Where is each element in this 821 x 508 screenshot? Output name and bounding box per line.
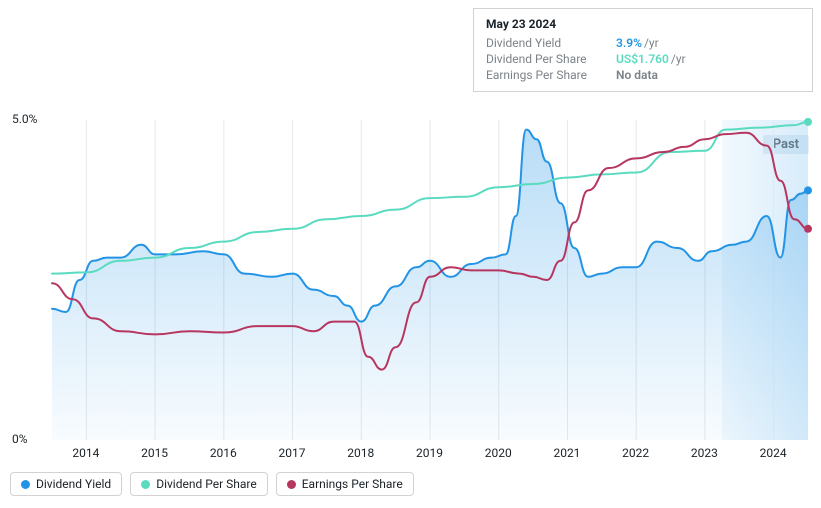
x-axis-tick: 2019 bbox=[416, 446, 443, 460]
legend-item[interactable]: Dividend Per Share bbox=[130, 472, 268, 496]
tooltip-value: 3.9% bbox=[616, 36, 642, 50]
tooltip-value: US$1.760 bbox=[616, 52, 669, 66]
x-axis-tick: 2021 bbox=[553, 446, 580, 460]
x-axis-tick: 2018 bbox=[347, 446, 374, 460]
tooltip-row: Dividend Yield3.9% /yr bbox=[486, 35, 800, 51]
x-axis-tick: 2024 bbox=[760, 446, 787, 460]
legend-dot-icon bbox=[141, 480, 150, 489]
legend-label: Earnings Per Share bbox=[302, 477, 403, 491]
legend-label: Dividend Per Share bbox=[156, 477, 257, 491]
x-axis-tick: 2017 bbox=[279, 446, 306, 460]
chart-legend: Dividend Yield Dividend Per Share Earnings… bbox=[10, 472, 414, 496]
series-end-dot-dividend_yield bbox=[804, 186, 812, 194]
legend-dot-icon bbox=[287, 480, 296, 489]
tooltip-label: Dividend Yield bbox=[486, 36, 616, 50]
tooltip-suffix: /yr bbox=[671, 52, 686, 66]
legend-item[interactable]: Dividend Yield bbox=[10, 472, 122, 496]
tooltip-row: Earnings Per ShareNo data bbox=[486, 67, 800, 83]
x-axis-tick: 2014 bbox=[72, 446, 99, 460]
legend-label: Dividend Yield bbox=[36, 477, 111, 491]
tooltip-value: No data bbox=[616, 68, 658, 82]
series-end-dot-earnings_per_share bbox=[804, 225, 812, 233]
x-axis-tick: 2015 bbox=[141, 446, 168, 460]
tooltip-label: Earnings Per Share bbox=[486, 68, 616, 82]
x-axis-tick: 2023 bbox=[691, 446, 718, 460]
legend-dot-icon bbox=[21, 480, 30, 489]
chart-tooltip: May 23 2024 Dividend Yield3.9% /yrDivide… bbox=[473, 8, 813, 92]
x-axis-tick: 2020 bbox=[485, 446, 512, 460]
chart-plot-area[interactable] bbox=[52, 120, 808, 440]
legend-item[interactable]: Earnings Per Share bbox=[276, 472, 414, 496]
x-axis-tick: 2016 bbox=[210, 446, 237, 460]
series-end-dot-dividend_per_share bbox=[804, 118, 812, 126]
y-axis-tick: 0% bbox=[12, 432, 28, 446]
y-axis-tick: 5.0% bbox=[12, 112, 37, 126]
tooltip-label: Dividend Per Share bbox=[486, 52, 616, 66]
dividend-chart: May 23 2024 Dividend Yield3.9% /yrDivide… bbox=[0, 0, 821, 508]
tooltip-row: Dividend Per ShareUS$1.760 /yr bbox=[486, 51, 800, 67]
tooltip-suffix: /yr bbox=[644, 36, 659, 50]
tooltip-date: May 23 2024 bbox=[486, 17, 800, 31]
x-axis-tick: 2022 bbox=[622, 446, 649, 460]
